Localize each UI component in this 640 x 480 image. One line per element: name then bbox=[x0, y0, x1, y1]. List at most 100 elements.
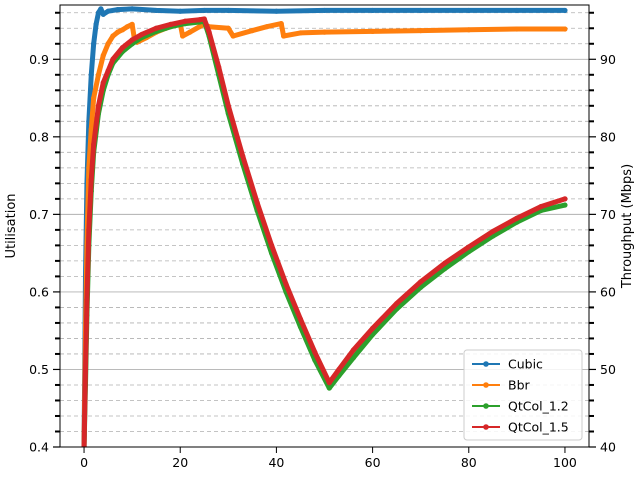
legend-item: QtCol_1.2 bbox=[472, 399, 569, 414]
data-point bbox=[139, 31, 145, 38]
data-point bbox=[562, 26, 568, 32]
data-point bbox=[230, 33, 236, 39]
legend-marker bbox=[483, 403, 489, 409]
data-point bbox=[264, 24, 270, 30]
data-point bbox=[180, 33, 186, 39]
y-tick-label: 0.5 bbox=[29, 362, 49, 377]
data-point bbox=[326, 385, 332, 391]
data-point bbox=[177, 8, 183, 14]
data-point bbox=[369, 28, 376, 34]
data-point bbox=[91, 141, 97, 148]
data-point bbox=[514, 215, 520, 221]
data-point bbox=[225, 103, 231, 109]
data-point bbox=[98, 6, 104, 12]
data-point bbox=[201, 16, 207, 22]
data-point bbox=[115, 29, 121, 35]
data-point bbox=[269, 242, 275, 248]
data-point bbox=[88, 126, 94, 132]
legend-item: QtCol_1.5 bbox=[472, 420, 569, 435]
data-point bbox=[129, 21, 135, 27]
legend-label: Bbr bbox=[508, 378, 531, 393]
data-point bbox=[124, 24, 130, 30]
data-point bbox=[82, 366, 89, 373]
data-point bbox=[312, 349, 318, 355]
data-point bbox=[91, 41, 97, 47]
x-tick-label: 20 bbox=[172, 455, 188, 470]
data-point bbox=[321, 29, 328, 35]
y2-tick-label: 40 bbox=[600, 440, 616, 455]
x-tick-label: 100 bbox=[553, 455, 577, 470]
data-point bbox=[81, 444, 87, 447]
y-tick-label: 0.4 bbox=[29, 440, 49, 455]
data-point bbox=[254, 200, 260, 206]
legend-label: QtCol_1.2 bbox=[508, 399, 569, 414]
legend: Cubic Bbr QtCol_1.2 QtCol_1.5 bbox=[463, 349, 583, 441]
y-tick-label: 0.6 bbox=[29, 284, 49, 299]
data-point bbox=[297, 316, 304, 322]
legend-label: Cubic bbox=[508, 357, 543, 372]
plot-frame bbox=[59, 4, 590, 448]
data-point bbox=[129, 6, 135, 12]
data-point bbox=[115, 7, 121, 13]
data-point bbox=[105, 41, 111, 47]
x-tick-label: 40 bbox=[268, 455, 284, 470]
data-point bbox=[88, 72, 94, 78]
data-point bbox=[129, 37, 135, 43]
y-axis-label: Utilisation bbox=[4, 193, 19, 258]
data-point bbox=[95, 10, 102, 16]
data-point bbox=[93, 21, 99, 27]
data-point bbox=[196, 17, 203, 23]
y2-tick-label: 60 bbox=[600, 284, 616, 299]
y2-axis-label: Throughput (Mbps) bbox=[620, 164, 635, 289]
legend-marker bbox=[483, 382, 489, 388]
data-point bbox=[225, 25, 231, 31]
y2-tick-label: 80 bbox=[600, 129, 616, 144]
data-point bbox=[562, 202, 568, 208]
data-point bbox=[201, 7, 207, 14]
legend-marker bbox=[483, 424, 489, 430]
data-point bbox=[105, 8, 111, 14]
y2-tick-label: 50 bbox=[600, 362, 616, 377]
data-point bbox=[187, 29, 193, 35]
x-tick-label: 80 bbox=[461, 455, 477, 470]
data-point bbox=[216, 64, 222, 70]
data-point bbox=[110, 56, 116, 62]
data-point bbox=[91, 95, 97, 101]
data-point bbox=[466, 244, 472, 250]
data-point bbox=[321, 7, 328, 14]
data-point bbox=[278, 21, 284, 27]
data-point bbox=[100, 79, 106, 86]
data-point bbox=[105, 68, 111, 74]
data-point bbox=[538, 204, 544, 210]
x-axis: 0 20 40 60 80 100 bbox=[80, 447, 577, 470]
y-tick-label: 0.8 bbox=[29, 129, 49, 144]
data-point bbox=[369, 7, 376, 14]
data-point bbox=[273, 8, 280, 14]
y-tick-label: 0.9 bbox=[29, 52, 49, 67]
data-point bbox=[326, 380, 332, 386]
data-point bbox=[418, 7, 424, 14]
data-point bbox=[86, 227, 92, 233]
data-point bbox=[514, 7, 520, 14]
data-point bbox=[394, 300, 400, 307]
data-point bbox=[153, 7, 159, 14]
data-point bbox=[562, 7, 568, 14]
data-point bbox=[206, 29, 212, 35]
data-point bbox=[196, 24, 203, 30]
data-point bbox=[119, 45, 126, 51]
data-point bbox=[514, 26, 520, 32]
y-axis: 0.4 0.5 0.6 0.7 0.8 0.9 bbox=[29, 11, 60, 455]
data-point bbox=[442, 260, 448, 266]
series-qtcol-1-5 bbox=[81, 16, 568, 447]
data-point bbox=[84, 297, 90, 303]
data-point bbox=[418, 27, 424, 34]
series-group bbox=[81, 6, 568, 447]
data-point bbox=[225, 7, 231, 14]
data-point bbox=[490, 228, 496, 235]
data-point bbox=[95, 72, 102, 78]
data-point bbox=[466, 7, 472, 14]
legend-marker bbox=[483, 361, 489, 367]
data-point bbox=[562, 196, 568, 202]
data-point bbox=[466, 27, 472, 33]
